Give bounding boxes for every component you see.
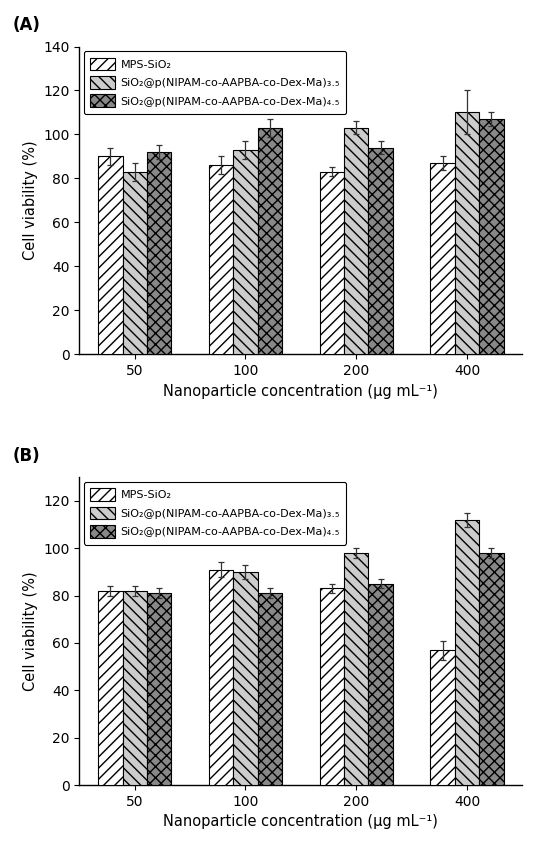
Bar [479, 119, 503, 354]
X-axis label: Nanoparticle concentration (μg mL⁻¹): Nanoparticle concentration (μg mL⁻¹) [163, 815, 438, 829]
Bar [320, 589, 344, 785]
Bar [258, 593, 282, 785]
Text: (B): (B) [13, 447, 40, 464]
Bar [344, 128, 368, 354]
Bar [233, 150, 258, 354]
Legend: MPS-SiO₂, SiO₂@p(NIPAM-co-AAPBA-co-Dex-Ma)₃.₅, SiO₂@p(NIPAM-co-AAPBA-co-Dex-Ma)₄: MPS-SiO₂, SiO₂@p(NIPAM-co-AAPBA-co-Dex-M… [84, 481, 347, 545]
Bar [368, 584, 393, 785]
Bar [147, 152, 171, 354]
Bar [344, 553, 368, 785]
Legend: MPS-SiO₂, SiO₂@p(NIPAM-co-AAPBA-co-Dex-Ma)₃.₅, SiO₂@p(NIPAM-co-AAPBA-co-Dex-Ma)₄: MPS-SiO₂, SiO₂@p(NIPAM-co-AAPBA-co-Dex-M… [84, 51, 347, 114]
Bar [233, 572, 258, 785]
Bar [431, 163, 455, 354]
Bar [368, 148, 393, 354]
Y-axis label: Cell viability (%): Cell viability (%) [23, 140, 38, 261]
Text: (A): (A) [13, 16, 41, 34]
Bar [98, 157, 122, 354]
Bar [431, 650, 455, 785]
Bar [258, 128, 282, 354]
X-axis label: Nanoparticle concentration (μg mL⁻¹): Nanoparticle concentration (μg mL⁻¹) [163, 384, 438, 398]
Bar [147, 593, 171, 785]
Bar [455, 113, 479, 354]
Bar [98, 591, 122, 785]
Bar [455, 519, 479, 785]
Bar [122, 172, 147, 354]
Y-axis label: Cell viability (%): Cell viability (%) [23, 571, 38, 691]
Bar [479, 553, 503, 785]
Bar [320, 172, 344, 354]
Bar [122, 591, 147, 785]
Bar [209, 569, 233, 785]
Bar [209, 165, 233, 354]
